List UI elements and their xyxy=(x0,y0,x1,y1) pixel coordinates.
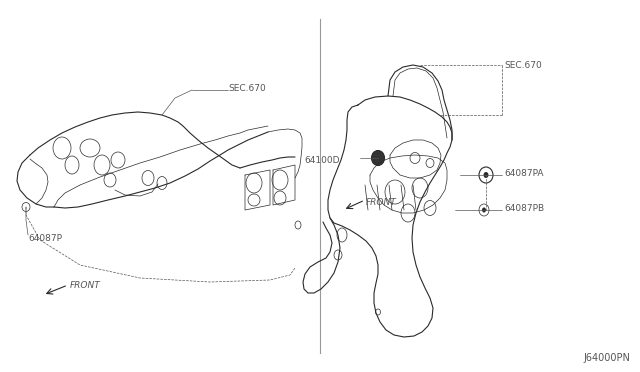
Text: J64000PN: J64000PN xyxy=(583,353,630,363)
Text: SEC.670: SEC.670 xyxy=(504,61,541,70)
Ellipse shape xyxy=(483,172,488,178)
Text: FRONT: FRONT xyxy=(366,198,397,206)
Text: 64087PB: 64087PB xyxy=(504,203,544,212)
Text: 64087PA: 64087PA xyxy=(504,169,543,177)
Text: 64087P: 64087P xyxy=(28,234,62,243)
Ellipse shape xyxy=(371,151,385,166)
Text: 64100D: 64100D xyxy=(305,155,340,164)
Text: FRONT: FRONT xyxy=(70,280,100,289)
Ellipse shape xyxy=(482,208,486,212)
Text: SEC.670: SEC.670 xyxy=(228,83,266,93)
